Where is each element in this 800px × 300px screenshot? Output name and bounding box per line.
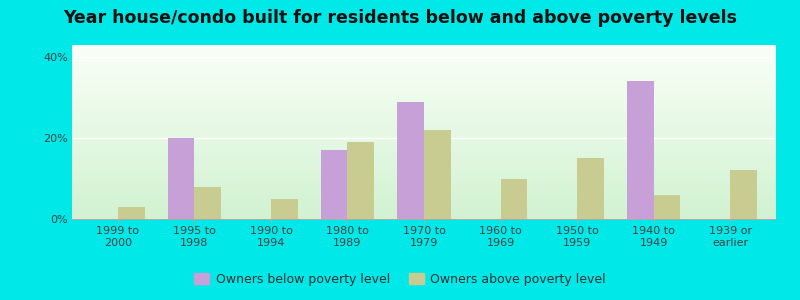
Bar	[424, 130, 450, 219]
Bar	[626, 81, 654, 219]
Bar	[168, 138, 194, 219]
Bar	[347, 142, 374, 219]
Legend: Owners below poverty level, Owners above poverty level: Owners below poverty level, Owners above…	[190, 268, 610, 291]
Bar	[577, 158, 604, 219]
Bar	[654, 195, 680, 219]
Bar	[194, 187, 222, 219]
Bar	[501, 178, 527, 219]
Bar	[398, 102, 424, 219]
Bar	[321, 150, 347, 219]
Bar	[730, 170, 757, 219]
Bar	[271, 199, 298, 219]
Bar	[118, 207, 145, 219]
Text: Year house/condo built for residents below and above poverty levels: Year house/condo built for residents bel…	[63, 9, 737, 27]
